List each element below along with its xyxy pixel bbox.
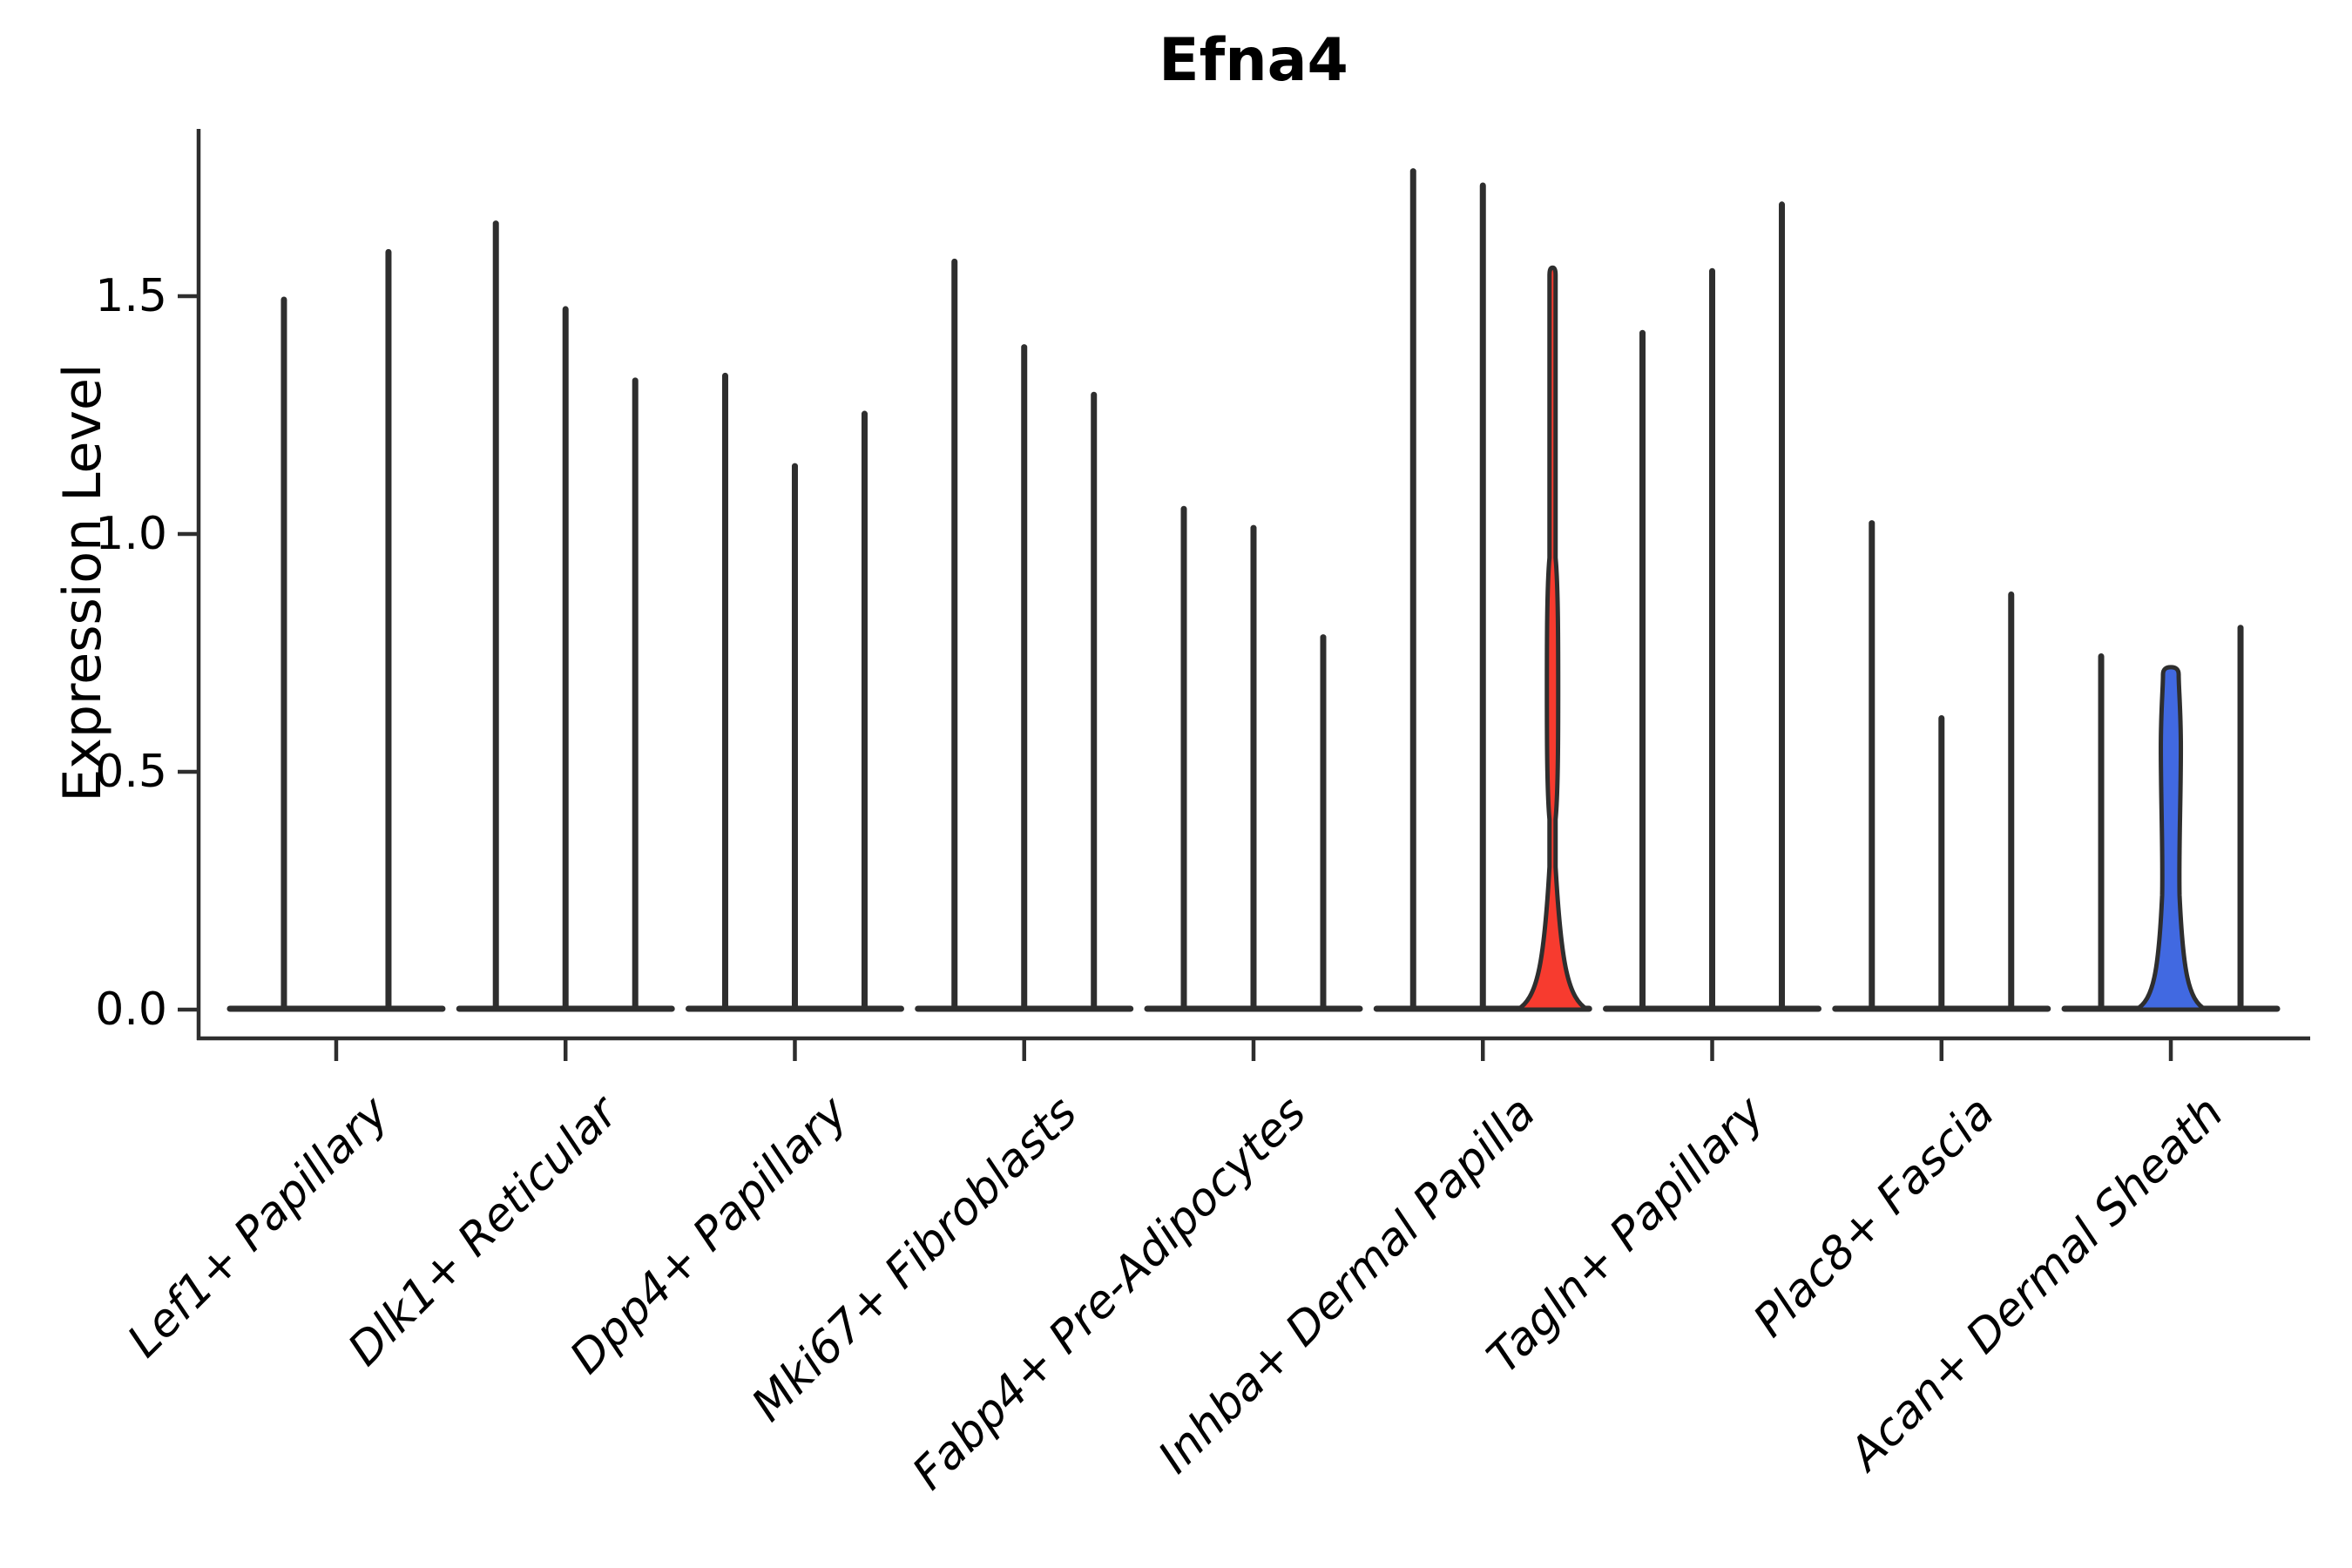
y-tick-label: 1.0 bbox=[95, 508, 167, 560]
y-tick-label: 0.0 bbox=[95, 983, 167, 1036]
y-tick-label: 0.5 bbox=[95, 746, 167, 798]
violin-blue-filled bbox=[2133, 665, 2208, 1012]
violin-red-filled bbox=[1515, 265, 1590, 1012]
y-axis-label: Expression Level bbox=[52, 363, 113, 802]
plot-title: Efna4 bbox=[1159, 26, 1348, 95]
y-tick-label: 1.5 bbox=[95, 270, 167, 322]
